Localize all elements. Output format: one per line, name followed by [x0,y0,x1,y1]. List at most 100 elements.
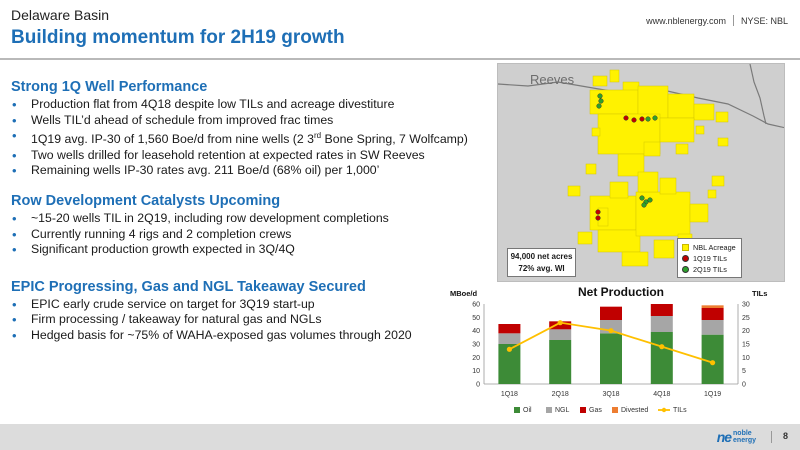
bullet: Production flat from 4Q18 despite low TI… [11,97,481,113]
well-markers-1q19 [595,115,645,221]
dot-icon [682,266,689,273]
2q19-til-marker [598,98,604,104]
y-tick-label: 0 [476,382,480,389]
x-tick-label: 3Q18 [602,391,619,398]
bullet: Remaining wells IP-30 rates avg. 211 Boe… [11,163,481,179]
bar-gas [600,306,622,320]
acres-line: 94,000 net acres [510,252,573,261]
logo-line: noble [733,430,752,437]
acreage-map: Reeves 94,000 net acres 72% avg. WI NBL … [497,63,785,282]
section-well-performance: Strong 1Q Well Performance Production fl… [11,78,481,179]
y2-tick-label: 15 [742,342,750,349]
bullet: 1Q19 avg. IP-30 of 1,560 Boe/d from nine… [11,128,481,148]
bullet: Currently running 4 rigs and 2 completio… [11,227,481,243]
chart-svg: Net Production MBoe/d TILs 0 10 20 30 40 50 60 0 5 1… [450,285,767,414]
map-graphic [498,64,784,267]
bar-oil [650,332,673,384]
website-link[interactable]: www.nblenergy.com [646,15,726,26]
y2-tick-label: 10 [742,355,750,362]
page-title: Building momentum for 2H19 growth [11,27,345,48]
2q19-til-marker [652,115,658,121]
header-supertitle: Delaware Basin [11,7,110,23]
acreage-parcels [567,69,729,267]
dot-icon [682,255,689,262]
net-production-chart: Net Production MBoe/d TILs 0 10 20 30 40 50 60 0 5 1… [446,284,776,424]
legend-line-marker [661,407,667,413]
bar-ngl [498,333,521,344]
bar-oil [498,344,521,384]
footer-divider [771,431,772,443]
legend-label: 1Q19 TILs [693,254,727,263]
1q19-til-marker [595,209,601,215]
bar-divested [701,305,724,308]
wi-line: 72% avg. WI [518,264,565,273]
legend-item-acreage: NBL Acreage [682,242,741,253]
x-tick-label: 1Q19 [704,391,721,398]
1q19-til-marker [595,215,601,221]
bar-gas [650,304,673,316]
header-divider [732,15,734,26]
bar-ngl [701,320,724,335]
1q19-til-marker [623,115,629,121]
x-tick-label: 1Q18 [501,391,518,398]
bar-ngl [549,329,572,340]
2q19-til-marker [647,197,653,203]
y2-axis-label: TILs [752,289,767,298]
tils-point [557,320,563,326]
county-border [749,64,767,125]
y2-tick-label: 5 [742,368,746,375]
bar-gas [498,324,521,334]
section-title: Row Development Catalysts Upcoming [11,193,281,210]
legend-label: Gas [589,407,602,414]
legend-label: NGL [555,407,570,414]
y-tick-label: 30 [472,342,480,349]
legend-label: TILs [673,407,687,414]
section-title: EPIC Progressing, Gas and NGL Takeaway S… [11,278,366,295]
map-legend: NBL Acreage 1Q19 TILs 2Q19 TILs [677,238,742,278]
2q19-til-marker [641,202,647,208]
bar-gas [701,308,724,320]
section-row-development: Row Development Catalysts Upcoming ~15-2… [11,192,481,258]
legend-item-1q19: 1Q19 TILs [682,253,741,264]
y2-tick-label: 20 [742,328,750,335]
y-tick-label: 40 [472,328,480,335]
1q19-til-marker [631,117,637,123]
bullet: ~15-20 wells TIL in 2Q19, including row … [11,211,481,227]
bar-oil [701,334,724,384]
legend-label: Oil [523,407,532,414]
legend-swatch [546,407,552,413]
page-number: 8 [782,431,788,441]
header-links: www.nblenergy.com NYSE: NBL [646,15,788,26]
legend-item-2q19: 2Q19 TILs [682,264,741,275]
header-rule [0,58,800,60]
section-epic-takeaway: EPIC Progressing, Gas and NGL Takeaway S… [11,278,481,344]
legend-swatch [514,407,520,413]
bar-gas [549,321,572,330]
bullet: Hedged basis for ~75% of WAHA-exposed ga… [11,328,481,344]
x-tick-label: 2Q18 [552,391,569,398]
bullet: Firm processing / takeaway for natural g… [11,312,481,328]
y-tick-label: 20 [472,355,480,362]
map-county-label: Reeves [530,72,575,87]
tils-point [710,360,716,366]
y-tick-label: 60 [472,302,480,309]
bar-ngl [650,316,673,332]
ticker-label: NYSE: NBL [740,15,788,26]
legend-label: Divested [621,407,648,414]
section-title: Strong 1Q Well Performance [11,79,208,95]
well-markers-2q19 [596,93,658,208]
2q19-til-marker [639,195,645,201]
y2-tick-label: 25 [742,315,750,322]
tils-point [608,328,614,334]
bullet: Two wells drilled for leasehold retentio… [11,148,481,164]
company-logo: ne noble energy [717,429,756,445]
y-tick-label: 50 [472,315,480,322]
logo-line: energy [733,437,756,444]
bullet: Significant production growth expected i… [11,242,481,258]
x-tick-label: 4Q18 [653,391,670,398]
bullet: Wells TIL’d ahead of schedule from impro… [11,113,481,129]
1q19-til-marker [639,116,645,122]
y-axis-label: MBoe/d [450,289,478,298]
chart-title: Net Production [578,285,664,299]
tils-point [659,344,665,350]
